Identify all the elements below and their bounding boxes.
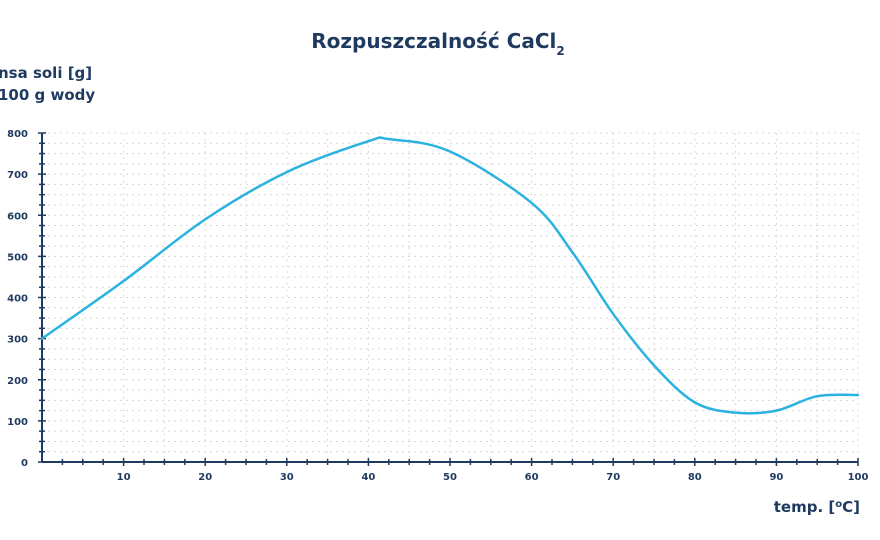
x-tick-label: 70 (606, 472, 620, 483)
x-tick-label: 50 (443, 472, 457, 483)
x-axis-title-degree: o (835, 499, 842, 510)
y-tick-label: 200 (7, 376, 28, 387)
chart-title-subscript: 2 (556, 44, 564, 58)
y-tick-label: 600 (7, 211, 28, 222)
y-tick-label: 800 (7, 129, 28, 140)
chart-title-main: Rozpuszczalność CaCl (311, 29, 556, 53)
series (40, 136, 860, 415)
x-axis-title-suffix: C] (842, 498, 860, 516)
solubility-curve (40, 136, 860, 415)
y-tick-label: 0 (21, 458, 28, 469)
y-tick-label: 400 (7, 294, 28, 305)
x-tick-label: 90 (769, 472, 783, 483)
y-tick-labels: 0 100 200 300 400 500 600 700 800 (7, 129, 28, 469)
y-tick-label: 100 (7, 417, 28, 428)
x-tick-label: 100 (848, 472, 869, 483)
x-tick-label: 80 (688, 472, 702, 483)
y-axis-title-line2: 100 g wody (0, 86, 95, 104)
y-tick-label: 700 (7, 170, 28, 181)
y-tick-label: 500 (7, 252, 28, 263)
chart-title: Rozpuszczalność CaCl2 (311, 29, 565, 58)
x-tick-labels: 10 20 30 40 50 60 70 80 90 100 (117, 472, 869, 483)
x-axis-title: temp. [oC] (774, 498, 860, 516)
grid (42, 132, 859, 462)
x-tick-label: 30 (280, 472, 294, 483)
x-tick-label: 10 (117, 472, 131, 483)
y-axis-title-line1: nsa soli [g] (0, 64, 92, 82)
x-tick-label: 40 (361, 472, 375, 483)
x-tick-label: 20 (198, 472, 212, 483)
x-tick-label: 60 (525, 472, 539, 483)
x-axis-title-main: temp. [ (774, 498, 836, 516)
tick-marks (38, 132, 859, 466)
y-tick-label: 300 (7, 335, 28, 346)
